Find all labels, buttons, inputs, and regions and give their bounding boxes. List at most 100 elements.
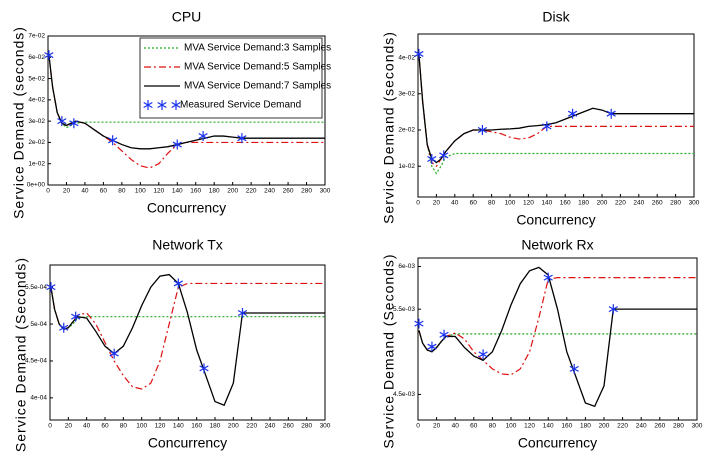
- x-tick-label: 260: [654, 423, 665, 430]
- x-tick-label: 60: [470, 200, 478, 207]
- series-line: [418, 53, 694, 175]
- plot-frame: [417, 257, 698, 421]
- x-axis-label: Concurrency: [147, 200, 226, 216]
- y-tick-label: 6e-03: [398, 263, 415, 270]
- measured-point: [108, 135, 118, 146]
- y-tick-label: 1e-02: [28, 160, 45, 167]
- legend-box: [139, 37, 323, 119]
- x-tick-label: 180: [578, 200, 589, 207]
- x-tick-label: 40: [83, 423, 91, 430]
- x-tick-label: 80: [120, 423, 128, 430]
- x-tick-label: 80: [489, 423, 497, 430]
- plot-frame: [47, 35, 326, 186]
- measured-point: [414, 48, 424, 59]
- legend-marker: [171, 100, 181, 110]
- measured-point: [237, 133, 247, 144]
- x-tick-label: 80: [118, 188, 126, 195]
- series-line: [50, 282, 325, 390]
- measured-point: [569, 363, 579, 374]
- y-tick-label: 3e-02: [28, 118, 45, 125]
- x-tick-label: 120: [523, 200, 534, 207]
- y-tick-label: 2e-02: [398, 127, 415, 134]
- x-tick-label: 80: [488, 200, 496, 207]
- chart-title: CPU: [172, 9, 202, 25]
- series-line: [418, 330, 697, 353]
- x-tick-label: 240: [265, 423, 276, 430]
- measured-point: [567, 108, 578, 119]
- x-tick-label: 0: [416, 200, 420, 207]
- x-tick-label: 100: [136, 423, 147, 430]
- x-tick-label: 220: [246, 423, 257, 430]
- x-tick-label: 200: [228, 423, 239, 430]
- measured-point: [198, 131, 208, 142]
- x-tick-label: 140: [543, 423, 554, 430]
- y-tick-label: 4.5e-03: [393, 391, 415, 398]
- y-tick-label: 4e-04: [30, 395, 47, 402]
- y-axis-label: Service Demand (seconds): [381, 31, 397, 224]
- x-tick-label: 220: [617, 423, 628, 430]
- x-tick-label: 200: [599, 423, 610, 430]
- x-tick-label: 0: [416, 423, 420, 430]
- y-tick-label: 5.5e-04: [25, 284, 47, 291]
- x-tick-label: 140: [541, 200, 552, 207]
- measured-point: [237, 307, 248, 318]
- measured-point: [46, 282, 56, 293]
- x-tick-label: 260: [283, 423, 294, 430]
- x-tick-label: 40: [451, 200, 459, 207]
- x-tick-label: 60: [470, 423, 478, 430]
- x-tick-label: 300: [320, 423, 331, 430]
- measured-point: [57, 116, 67, 127]
- x-tick-label: 60: [100, 188, 108, 195]
- x-tick-label: 280: [673, 423, 684, 430]
- measured-point: [543, 272, 553, 283]
- x-tick-label: 260: [652, 200, 663, 207]
- y-tick-label: 4.5e-04: [25, 358, 47, 365]
- x-tick-label: 160: [561, 423, 572, 430]
- y-tick-label: 5.5e-03: [393, 306, 415, 313]
- measured-point: [414, 318, 424, 329]
- measured-point: [109, 348, 119, 359]
- x-tick-label: 40: [452, 423, 460, 430]
- x-tick-label: 240: [264, 188, 275, 195]
- legend-label: MVA Service Demand:5 Samples: [184, 62, 331, 73]
- measured-point: [44, 50, 54, 61]
- measured-point: [606, 108, 616, 119]
- x-tick-label: 240: [636, 423, 647, 430]
- x-tick-label: 120: [155, 423, 166, 430]
- series-line: [418, 277, 697, 376]
- measured-point: [542, 121, 552, 132]
- measured-point: [439, 329, 449, 340]
- x-axis-label: Concurrency: [518, 435, 597, 451]
- series-line: [50, 273, 325, 407]
- x-tick-label: 220: [246, 188, 257, 195]
- measured-point: [427, 153, 437, 164]
- y-tick-label: 5e-02: [28, 75, 45, 82]
- x-tick-label: 260: [283, 188, 294, 195]
- y-axis-label: Service Demand (seconds): [11, 26, 27, 219]
- measured-point: [608, 304, 618, 315]
- x-axis-label: Concurrency: [516, 212, 595, 228]
- x-tick-label: 20: [63, 188, 71, 195]
- x-tick-label: 220: [615, 200, 626, 207]
- measured-point: [71, 311, 81, 322]
- x-tick-label: 240: [633, 200, 644, 207]
- y-tick-label: 0e+00: [27, 182, 46, 189]
- y-tick-label: 7e-02: [28, 33, 45, 40]
- plot-frame: [49, 264, 326, 421]
- x-tick-label: 0: [48, 423, 52, 430]
- y-tick-label: 2e-02: [28, 139, 45, 146]
- chart-title: Disk: [542, 9, 570, 25]
- legend-label: MVA Service Demand:3 Samples: [184, 43, 331, 54]
- measured-point: [477, 124, 488, 135]
- y-tick-label: 4e-02: [398, 54, 415, 61]
- x-tick-label: 100: [505, 200, 516, 207]
- x-tick-label: 280: [301, 188, 312, 195]
- series-line: [50, 287, 325, 330]
- legend-marker: [157, 100, 167, 110]
- x-axis-label: Concurrency: [148, 435, 227, 451]
- x-tick-label: 180: [210, 423, 221, 430]
- measured-point: [173, 278, 183, 289]
- series-line: [418, 53, 694, 164]
- measured-point: [427, 341, 437, 352]
